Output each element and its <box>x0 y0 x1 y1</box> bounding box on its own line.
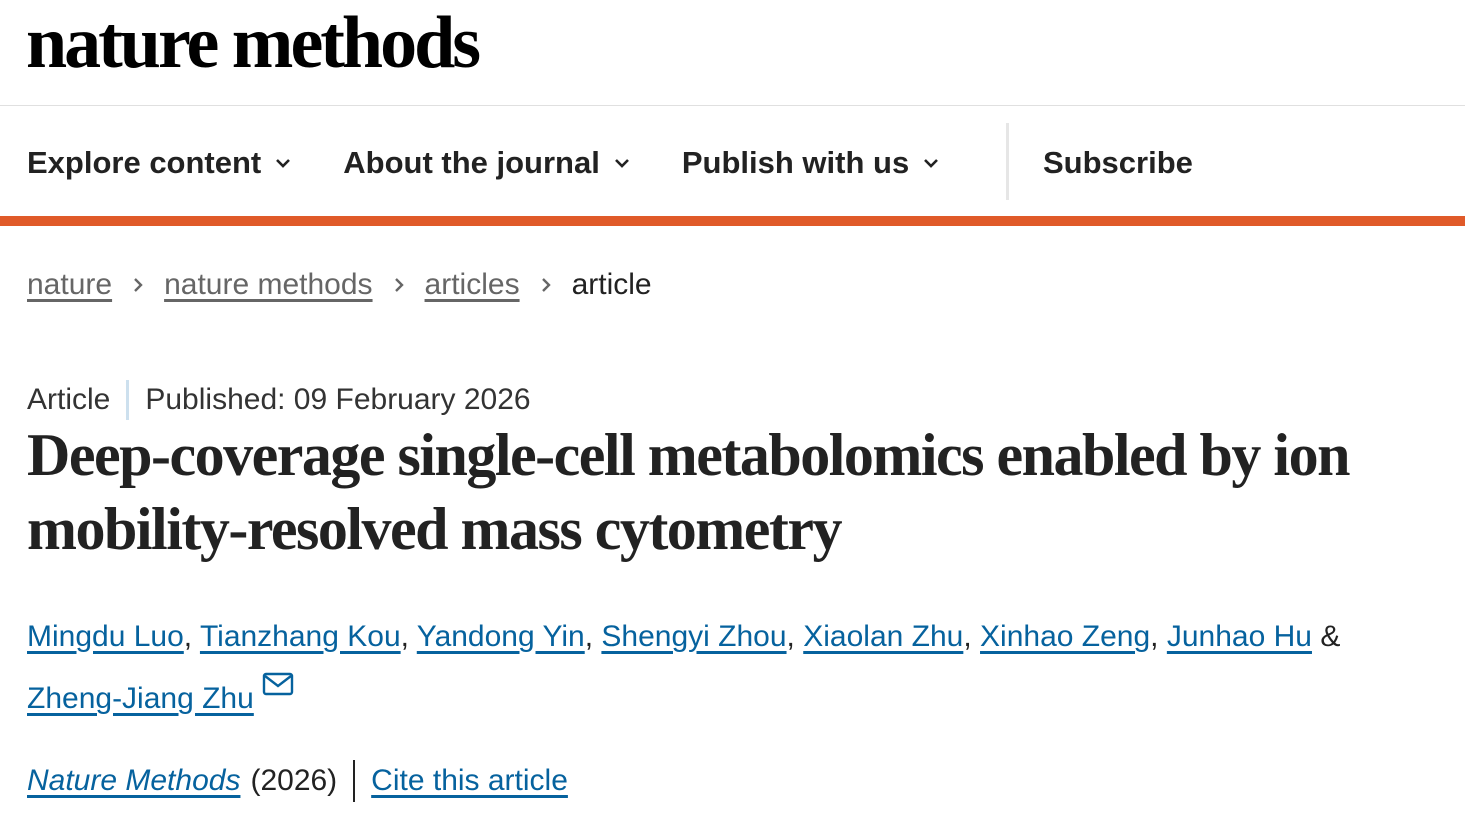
chevron-down <box>614 159 629 168</box>
article-meta: Article Published: 09 February 2026 <box>27 380 531 420</box>
journal-separator <box>353 760 356 802</box>
published-date: Published: 09 February 2026 <box>145 383 531 416</box>
chevron-right <box>134 278 143 292</box>
author-separator: & <box>1320 620 1341 653</box>
nav-item[interactable]: About the journal <box>343 145 630 181</box>
author-link[interactable]: Junhao Hu <box>1166 620 1312 653</box>
nav-item[interactable]: Publish with us <box>682 145 939 181</box>
author-link[interactable]: Tianzhang Kou <box>199 620 401 653</box>
breadcrumb-link[interactable]: nature methods <box>164 268 373 301</box>
chevron-down <box>924 159 939 168</box>
chevron-right <box>541 278 551 292</box>
year: (2026) <box>250 764 338 797</box>
meta-separator <box>126 380 130 420</box>
journal-name[interactable]: Nature Methods <box>27 764 241 797</box>
authors: Mingdu Luo, Tianzhang Kou, Yandong Yin, … <box>27 606 1437 730</box>
author-separator: , <box>400 620 409 653</box>
accent-bar <box>0 216 1465 226</box>
header-divider <box>0 105 1465 106</box>
breadcrumbs: nature nature methods articles article <box>27 268 652 302</box>
author-link[interactable]: Mingdu Luo <box>27 620 184 653</box>
nav-divider <box>1006 123 1009 200</box>
author-separator: , <box>183 620 193 653</box>
breadcrumb-link[interactable]: nature <box>27 268 113 301</box>
author-separator: , <box>786 620 795 653</box>
author-link[interactable]: Xiaolan Zhu <box>803 620 964 653</box>
article-type: Article <box>27 383 111 416</box>
author-link[interactable]: Xinhao Zeng <box>980 620 1151 653</box>
nav-label: Publish with us <box>681 145 910 180</box>
nav: Explore content About the journal Publish … <box>27 140 991 186</box>
breadcrumb-current: article <box>571 268 652 301</box>
author-link[interactable]: Zheng-Jiang Zhu <box>27 682 254 715</box>
author-link[interactable]: Yandong Yin <box>416 620 585 653</box>
author-link[interactable]: Shengyi Zhou <box>601 620 787 653</box>
logo[interactable]: nature methods <box>26 2 481 84</box>
author-separator: , <box>963 620 972 653</box>
chevron-down <box>276 159 291 168</box>
author-separator: , <box>584 620 594 653</box>
subscribe[interactable]: Subscribe <box>1043 145 1193 180</box>
journal-line: Nature Methods (2026) Cite this article <box>27 760 568 802</box>
breadcrumb-link[interactable]: articles <box>424 268 520 301</box>
article-title: Deep-coverage single-cell metabolomics e… <box>27 422 1350 562</box>
chevron-right <box>394 278 404 292</box>
nav-label: About the journal <box>343 145 600 180</box>
nav-item[interactable]: Explore content <box>27 145 291 181</box>
mail-icon <box>262 672 294 696</box>
nav-label: Explore content <box>27 145 262 180</box>
cite-link[interactable]: Cite this article <box>371 764 568 797</box>
author-separator: , <box>1150 620 1159 653</box>
